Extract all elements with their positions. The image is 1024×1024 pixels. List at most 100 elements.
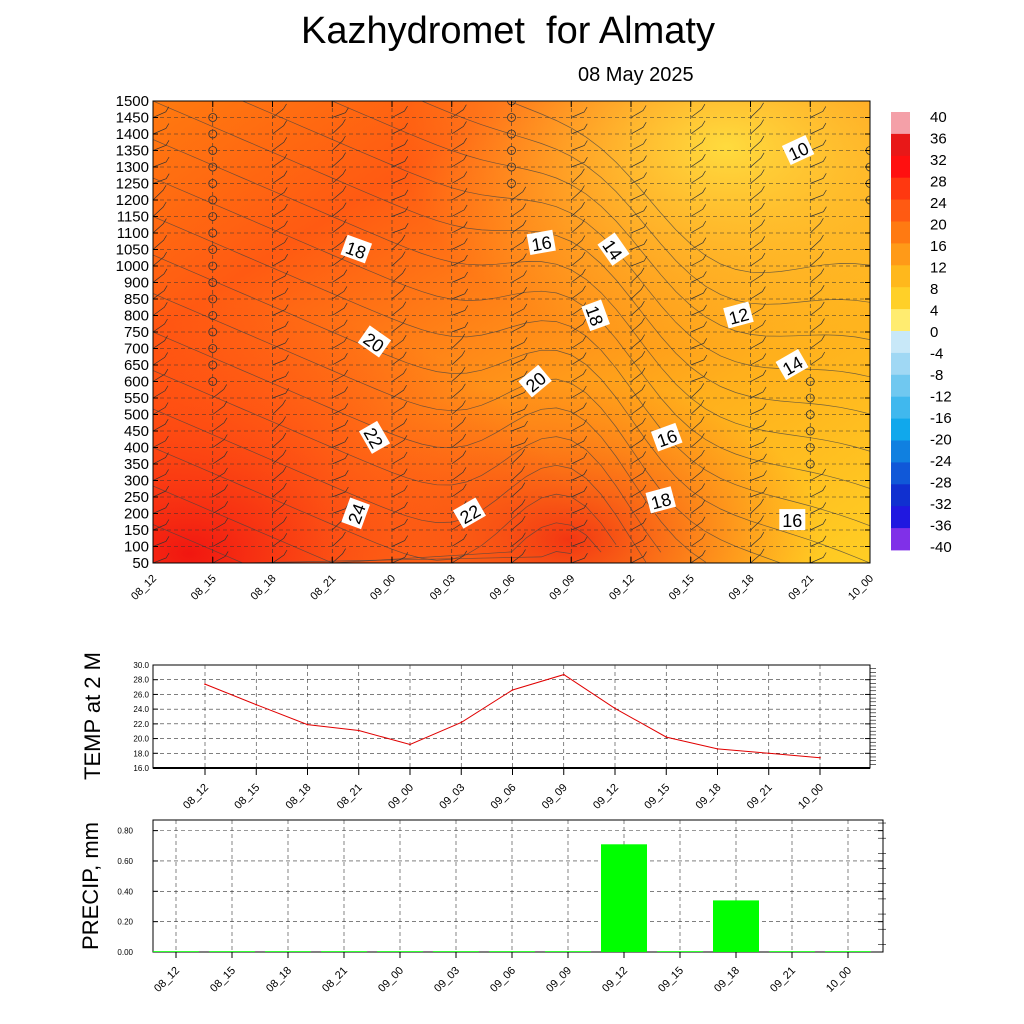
- wind-barb: [810, 301, 825, 316]
- wind-barb: [391, 284, 407, 300]
- wind-barb: [690, 103, 706, 118]
- calm-wind-marker: [805, 410, 815, 419]
- wind-barb: [153, 235, 167, 250]
- wind-barb: [690, 483, 706, 498]
- wind-barb: [272, 220, 288, 234]
- wind-barb: [750, 152, 765, 168]
- temp-x-tick-label: 09_18: [694, 782, 724, 812]
- contour-label: 14: [775, 348, 809, 381]
- colorbar-tick-label: 4: [930, 303, 938, 320]
- calm-wind-marker: [208, 377, 218, 386]
- colorbar-tick-label: 28: [930, 174, 947, 191]
- colorbar-swatch: [891, 298, 910, 305]
- wind-barb: [332, 286, 348, 300]
- wind-barb: [630, 484, 647, 498]
- wind-barbs: [153, 101, 870, 563]
- wind-barb: [571, 268, 586, 283]
- calm-wind-marker: [208, 212, 218, 221]
- wind-barb: [153, 452, 169, 465]
- wind-barb: [391, 139, 409, 151]
- wind-barb: [630, 534, 647, 547]
- calm-wind-marker: [208, 360, 218, 370]
- colorbar-swatch: [891, 248, 910, 255]
- wind-barb: [511, 465, 526, 481]
- wind-barb: [571, 157, 588, 168]
- wind-barb: [272, 270, 289, 283]
- y-tick-label: 1450: [116, 110, 149, 127]
- wind-barb: [153, 368, 169, 382]
- wind-barb: [690, 287, 707, 300]
- colorbar-swatch: [891, 194, 910, 201]
- wind-barb: [332, 319, 348, 333]
- wind-barb: [690, 304, 707, 316]
- contour-line: [421, 101, 870, 305]
- temp-data-point: [819, 756, 821, 759]
- wind-barb: [571, 218, 586, 234]
- wind-barb: [750, 403, 767, 415]
- colorbar-tick-label: -36: [930, 518, 952, 535]
- x-tick-label: 09_12: [607, 573, 637, 603]
- y-tick-label: 100: [124, 539, 149, 556]
- wind-barb: [571, 140, 588, 151]
- wind-barb: [810, 122, 827, 135]
- wind-barb: [810, 251, 824, 267]
- wind-barb: [153, 218, 167, 234]
- wind-barb: [750, 531, 765, 547]
- wind-barb: [212, 484, 228, 498]
- y-tick-label: 650: [124, 357, 149, 374]
- temp-data-point: [563, 673, 565, 676]
- temp-y-tick-label: 18.0: [133, 749, 149, 758]
- wind-barb: [571, 201, 585, 217]
- colorbar-tick-label: 20: [930, 217, 947, 234]
- colorbar-swatch: [891, 177, 910, 184]
- wind-barb: [332, 531, 346, 547]
- wind-barb: [630, 239, 648, 250]
- wind-barb: [451, 188, 468, 201]
- precip-x-tick-label: 09_00: [376, 965, 406, 995]
- wind-barb: [810, 234, 824, 250]
- calm-wind-marker: [507, 146, 516, 155]
- temp-y-tick-label: 24.0: [133, 705, 149, 714]
- y-tick-label: 1250: [116, 176, 149, 193]
- colorbar-swatch: [891, 183, 910, 190]
- wind-barb: [869, 463, 870, 464]
- calm-wind-marker: [208, 113, 218, 122]
- wind-barb: [869, 364, 870, 365]
- wind-barb: [153, 268, 168, 283]
- temp-x-tick-label: 09_15: [642, 782, 672, 812]
- wind-barb: [332, 269, 348, 283]
- precip-frame: [152, 819, 884, 953]
- wind-barb: [750, 169, 765, 184]
- wind-barb: [153, 123, 170, 135]
- wind-barb: [630, 401, 646, 415]
- precip-bar: [321, 951, 367, 952]
- wind-barb: [153, 536, 170, 547]
- wind-barb: [630, 551, 647, 563]
- calm-wind-marker: [208, 162, 218, 172]
- wind-barb: [153, 318, 168, 333]
- temp-y-tick-label: 20.0: [133, 735, 149, 744]
- colorbar-swatch: [891, 374, 910, 381]
- wind-barb: [630, 284, 645, 300]
- chart-title: Kazhydromet for Almaty: [301, 10, 715, 52]
- wind-barb: [391, 223, 409, 234]
- wind-barb: [391, 435, 408, 448]
- wind-barb: [630, 172, 647, 184]
- precip-x-tick-label: 08_21: [320, 965, 350, 995]
- wind-barb: [391, 552, 409, 563]
- wind-barb: [451, 171, 468, 184]
- wind-barb: [153, 335, 168, 349]
- precip-x-tick-label: 10_00: [824, 965, 854, 995]
- temp-data-point: [716, 748, 719, 750]
- wind-barb: [451, 467, 467, 481]
- heatmap-panel: 5010015020025030035040045050055060065070…: [116, 93, 876, 603]
- x-tick-label: 08_18: [249, 573, 279, 603]
- wind-barb: [332, 107, 349, 118]
- colorbar-swatch: [891, 150, 910, 157]
- colorbar-swatch: [891, 413, 910, 420]
- wind-barb: [750, 386, 767, 399]
- colorbar-swatch: [891, 396, 910, 403]
- colorbar-swatch: [891, 528, 910, 534]
- wind-barb: [630, 188, 648, 201]
- wind-barb: [869, 513, 870, 514]
